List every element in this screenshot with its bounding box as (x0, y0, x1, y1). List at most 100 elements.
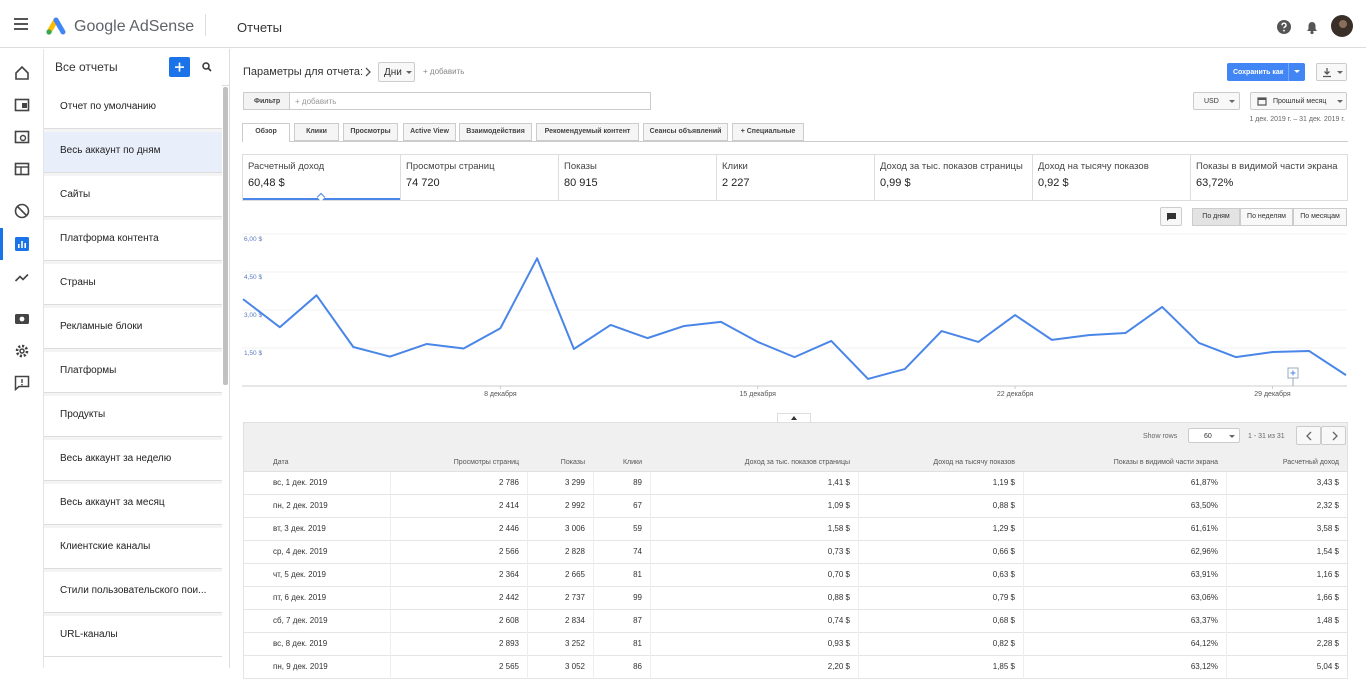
tab[interactable]: Сеансы объявлений (643, 123, 728, 141)
column-divider (593, 518, 594, 541)
active-indicator (0, 228, 3, 260)
sidebar-item[interactable]: URL-каналы (44, 613, 222, 657)
sidebar-item[interactable]: Сайты (44, 173, 222, 217)
table-cell: 2 364 (498, 570, 519, 579)
tab[interactable]: Active View (403, 123, 456, 141)
prev-page-button[interactable] (1296, 426, 1321, 445)
tab[interactable]: Клики (294, 123, 339, 141)
table-cell: 1,58 $ (827, 524, 850, 533)
tab-label: Просмотры (350, 128, 391, 135)
annotation-button[interactable] (1160, 207, 1182, 226)
reports-icon[interactable] (14, 236, 30, 252)
block-icon[interactable] (14, 203, 30, 219)
menu-icon[interactable] (14, 18, 30, 30)
sidebar-item-label: Весь аккаунт за неделю (60, 453, 172, 464)
top-bar: Google AdSense Отчеты (0, 0, 1366, 48)
sidebar-item[interactable]: Продукты (44, 393, 222, 437)
payments-icon[interactable] (14, 311, 30, 327)
tab[interactable]: + Специальные (732, 123, 804, 141)
add-dimension[interactable]: + добавить (423, 67, 465, 76)
tab[interactable]: Взаимодействия (459, 123, 532, 141)
notifications-icon[interactable] (1305, 19, 1319, 35)
granularity-button[interactable]: По неделям (1240, 208, 1293, 226)
sidebar-item[interactable]: Клиентские каналы (44, 525, 222, 569)
table-cell: 81 (633, 570, 642, 579)
tab-label: Active View (410, 128, 449, 135)
table-toolbar (243, 422, 1348, 472)
next-page-button[interactable] (1321, 426, 1346, 445)
sidebar-item[interactable]: Весь аккаунт за месяц (44, 481, 222, 525)
column-divider (1023, 610, 1024, 633)
table-cell: 0,88 $ (992, 501, 1015, 510)
column-divider (1226, 564, 1227, 587)
sidebar-item[interactable]: Стили пользовательского пои... (44, 569, 222, 613)
table-cell: 0,68 $ (992, 616, 1015, 625)
caret (1229, 435, 1235, 438)
add-report-button[interactable] (169, 57, 190, 77)
column-divider (1226, 495, 1227, 518)
column-divider (650, 564, 651, 587)
column-divider (858, 495, 859, 518)
column-header: Показы в видимой части экрана (1113, 459, 1218, 466)
filter-input[interactable]: + добавить (289, 92, 651, 110)
sidebar-item-label: Весь аккаунт за месяц (60, 497, 165, 508)
rows-per-page-dropdown[interactable]: 60 (1188, 428, 1240, 443)
dimension-dropdown[interactable]: Дни (378, 62, 415, 82)
table-row (243, 495, 1348, 518)
ads-icon[interactable] (14, 97, 30, 113)
table-cell: 2 566 (498, 547, 519, 556)
show-rows-label: Show rows (1143, 433, 1178, 440)
caret (1229, 100, 1235, 103)
table-row (243, 610, 1348, 633)
optimization-icon[interactable] (14, 269, 30, 285)
sidebar-item-label: Платформа контента (60, 233, 159, 244)
product-name: Google AdSense (74, 18, 195, 35)
divider (558, 155, 559, 200)
search-icon[interactable] (201, 61, 213, 73)
divider (1190, 155, 1191, 200)
sidebar-item[interactable]: Платформа контента (44, 217, 222, 261)
table-cell: 67 (633, 501, 642, 510)
table-cell: 2 992 (564, 501, 585, 510)
x-tick-label: 29 декабря (1254, 390, 1291, 398)
download-button[interactable] (1316, 63, 1347, 81)
period-dropdown[interactable]: Прошлый месяц (1250, 92, 1347, 110)
column-divider (1023, 587, 1024, 610)
save-button[interactable]: Сохранить как (1227, 63, 1305, 81)
granularity-button[interactable]: По дням (1192, 208, 1240, 226)
column-divider (390, 495, 391, 518)
column-divider (1023, 472, 1024, 495)
avatar[interactable] (1331, 15, 1353, 37)
sidebar-item[interactable]: Отчет по умолчанию (44, 85, 222, 129)
sidebar-item[interactable]: Страны (44, 261, 222, 305)
sidebar-item[interactable]: Рекламные блоки (44, 305, 222, 349)
sidebar-item[interactable]: Весь аккаунт за неделю (44, 437, 222, 481)
metric-label: Показы в видимой части экрана (1196, 161, 1338, 172)
sidebar-item[interactable]: Весь аккаунт по дням (44, 129, 222, 173)
table-cell: 0,79 $ (992, 593, 1015, 602)
tab[interactable]: Просмотры (343, 123, 398, 141)
table-cell: 61,61% (1190, 524, 1218, 533)
column-divider (1226, 472, 1227, 495)
sidebar-item[interactable]: Платформы (44, 349, 222, 393)
blocking-icon[interactable] (14, 161, 30, 177)
collapse-chart-button[interactable] (777, 413, 811, 423)
currency-dropdown[interactable]: USD (1193, 92, 1240, 110)
granularity-button[interactable]: По месяцам (1293, 208, 1347, 226)
divider (1288, 63, 1289, 81)
tab[interactable]: Рекомендуемый контент (536, 123, 639, 141)
rows-per-page: 60 (1204, 433, 1212, 440)
table-cell: 99 (633, 593, 642, 602)
tab[interactable]: Обзор (242, 123, 290, 142)
sites-icon[interactable] (14, 129, 30, 145)
feedback-icon[interactable] (14, 375, 30, 391)
settings-icon[interactable] (14, 343, 30, 359)
metric-value: 0,99 $ (880, 177, 911, 189)
scrollbar-thumb (223, 87, 228, 385)
help-icon[interactable] (1276, 19, 1292, 35)
table-cell: пт, 6 дек. 2019 (273, 593, 327, 602)
y-tick-label: 3,00 $ (244, 312, 262, 319)
metric-value: 80 915 (564, 177, 598, 189)
home-icon[interactable] (14, 65, 30, 81)
